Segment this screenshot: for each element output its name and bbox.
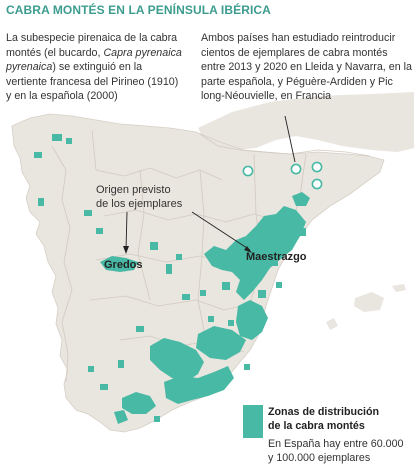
marker-pegure-ardiden <box>311 161 323 173</box>
pointer-line-top <box>284 115 296 163</box>
page-title: CABRA MONTÉS EN LA PENÍNSULA IBÉRICA <box>6 3 271 17</box>
distribution-zones <box>34 134 310 424</box>
zone-ronda <box>122 392 156 414</box>
annotation-line1: Origen previsto <box>96 184 171 196</box>
reintroduction-markers <box>242 161 323 190</box>
marker-navarra <box>242 165 254 177</box>
arrowhead-gredos <box>123 246 129 254</box>
annotation-line2: de los ejemplares <box>96 198 183 210</box>
legend-title: Zonas de distribución de la cabra montés <box>268 405 408 434</box>
zone-maestrazgo <box>204 206 306 300</box>
zone-cadiz <box>114 410 128 424</box>
mallorca-island <box>354 292 384 312</box>
zone-gredos <box>100 256 138 272</box>
intro-left-before: La subespecie pirenaica de la cabra mont… <box>6 32 178 59</box>
zone-ebro-north <box>292 192 310 206</box>
legend-note-line2: y 100.000 ejemplares <box>268 452 371 465</box>
legend-title-line1: Zonas de distribución <box>268 406 380 418</box>
intro-left-text: La subespecie pirenaica de la cabra mont… <box>6 31 186 104</box>
legend-title-line2: de la cabra montés <box>268 420 365 433</box>
intro-left-species: Capra pyrenaica pyrenaica <box>6 46 182 74</box>
zone-andalucia-east <box>196 326 246 360</box>
zone-sierra-nevada <box>164 366 234 404</box>
legend-note-line1: En España hay entre 60.000 <box>268 438 404 450</box>
place-maestrazgo: Maestrazgo <box>246 251 307 263</box>
place-gredos: Gredos <box>104 259 143 271</box>
intro-right-text: Ambos países han estudiado reintroducir … <box>201 32 412 103</box>
legend-swatch <box>243 405 263 438</box>
intro-left-after: ) se extinguió en la vertiente francesa … <box>6 61 179 103</box>
menorca-island <box>392 284 406 292</box>
origin-arrows <box>125 211 251 251</box>
zone-andalucia-central <box>150 338 204 382</box>
legend-note: En España hay entre 60.000 y 100.000 ejem… <box>268 437 413 466</box>
zone-valencia <box>236 300 268 340</box>
arrowhead-maestrazgo <box>244 246 252 253</box>
ibiza-island <box>326 318 338 330</box>
france-landmass <box>198 92 414 152</box>
marker-lleida <box>290 163 302 175</box>
marker-pic-long <box>311 178 323 190</box>
